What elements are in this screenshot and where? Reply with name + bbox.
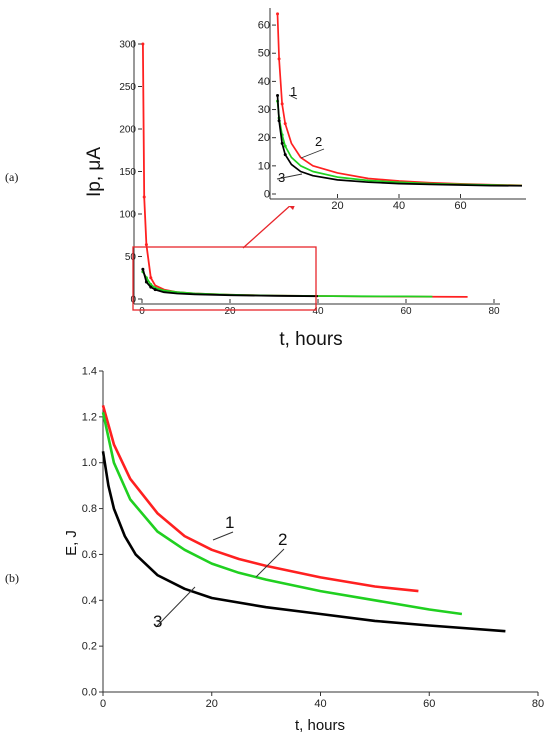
panel-a-label: (a) xyxy=(5,170,18,184)
panel-a-series-3-line xyxy=(142,269,319,298)
panel-b-leader-3 xyxy=(155,586,196,628)
inset-curve-label-3: 3 xyxy=(278,170,285,185)
panel-b-xtick-label: 80 xyxy=(532,698,544,710)
inset-series-3-point xyxy=(283,153,287,157)
panel-a-series-1-point xyxy=(142,195,146,199)
panel-b-xtick-label: 20 xyxy=(206,698,218,710)
panel-b-ytick-label: 0.0 xyxy=(82,687,97,699)
panel-b: (b) 0.00.20.40.60.81.01.21.40 20 40 60 80 1 … xyxy=(5,366,544,735)
inset-leader-1 xyxy=(288,94,298,100)
inset-series-1-point xyxy=(280,102,284,106)
inset-xtick-label: 40 xyxy=(393,200,405,212)
panel-a-ytick-label: 100 xyxy=(119,210,136,221)
panel-b-ticks: 0.0 0.2 0.4 0.6 0.8 1.0 1.2 1.4 0 20 40 60 80 xyxy=(82,366,544,711)
inset-curve-label-2: 2 xyxy=(315,134,322,149)
panel-b-ytick-label: 0.6 xyxy=(82,549,97,561)
inset-series-1-point xyxy=(283,122,287,126)
panel-b-series xyxy=(101,405,506,633)
inset-series-3-point xyxy=(277,119,281,123)
panel-b-label: (b) xyxy=(5,571,19,585)
inset-ytick-label: 40 xyxy=(258,76,270,88)
panel-b-ytick-label: 0.8 xyxy=(82,503,97,515)
panel-b-xtick-label: 0 xyxy=(100,698,106,710)
inset-series-3-point xyxy=(276,93,280,97)
inset-ytick-label: 10 xyxy=(258,160,270,172)
inset-ytick-label: 50 xyxy=(258,48,270,60)
panel-b-xtick-label: 60 xyxy=(423,698,435,710)
panel-b-ytick-label: 0.4 xyxy=(82,595,97,607)
zoom-arrow xyxy=(242,203,293,249)
panel-a-series-1-point xyxy=(141,42,145,46)
panel-a-series-3-point xyxy=(144,280,148,284)
inset-series-2-point xyxy=(283,144,287,148)
panel-a-xtick-label: 80 xyxy=(488,306,500,317)
panel-b-ytick-label: 1.4 xyxy=(82,366,97,378)
panel-a-xtick-label: 40 xyxy=(312,306,324,317)
panel-a-xtick-label: 60 xyxy=(400,306,412,317)
panel-a-series xyxy=(141,42,468,298)
inset-leader-2 xyxy=(300,148,325,159)
zoom-box xyxy=(132,246,317,311)
panel-b-series-1-line xyxy=(101,405,419,593)
panel-a-xlabel: t, hours xyxy=(279,329,342,350)
panel-a-inset: 0 10 20 30 40 50 60 20 40 60 1 2 3 xyxy=(258,6,528,212)
panel-b-curve-label-2: 2 xyxy=(278,530,287,549)
inset-xtick-label: 60 xyxy=(454,200,466,212)
panel-b-xtick-label: 40 xyxy=(314,698,326,710)
inset-curve-label-1: 1 xyxy=(290,84,297,99)
panel-b-leader-1 xyxy=(212,531,234,541)
panel-a-ytick-label: 150 xyxy=(119,167,136,178)
inset-ytick-label: 0 xyxy=(264,189,270,201)
panel-a-ytick-label: 50 xyxy=(125,252,137,263)
inset-ytick-label: 30 xyxy=(258,104,270,116)
panel-a-series-3-point xyxy=(149,285,153,289)
panel-a-ytick-label: 250 xyxy=(119,82,136,93)
inset-series-1-point xyxy=(277,57,281,61)
panel-a-ylabel: Ip, μA xyxy=(84,147,105,197)
inset-series-1-point xyxy=(276,12,280,16)
panel-a-ytick-label: 300 xyxy=(119,40,136,51)
inset-series-3-point xyxy=(280,141,284,145)
inset-ytick-label: 20 xyxy=(258,132,270,144)
panel-b-ytick-label: 1.0 xyxy=(82,457,97,469)
panel-b-ylabel: E, J xyxy=(63,530,80,556)
panel-a-series-1-point xyxy=(149,276,153,280)
inset-background xyxy=(268,6,528,206)
panel-b-ytick-label: 1.2 xyxy=(82,411,97,423)
panel-b-series-2-line xyxy=(101,412,463,616)
inset-series-3-line xyxy=(276,95,523,187)
panel-b-series-3-line xyxy=(101,451,506,633)
panel-a-ytick-label: 200 xyxy=(119,125,136,136)
panel-b-curve-label-1: 1 xyxy=(225,513,234,532)
inset-series xyxy=(276,12,523,187)
panel-a-series-1-point xyxy=(144,243,148,247)
panel-b-xlabel: t, hours xyxy=(295,717,345,734)
inset-xtick-label: 20 xyxy=(331,200,343,212)
inset-ytick-label: 60 xyxy=(258,20,270,32)
panel-b-leader-2 xyxy=(255,548,285,578)
panel-a-xtick-label: 0 xyxy=(139,306,145,317)
panel-b-ytick-label: 0.2 xyxy=(82,641,97,653)
panel-a-series-3-point xyxy=(141,267,145,271)
panel-a-series-3-point xyxy=(153,288,157,292)
inset-leader-3 xyxy=(276,173,303,180)
inset-ticks: 0 10 20 30 40 50 60 20 40 60 xyxy=(258,20,467,212)
panel-a-xtick-label: 20 xyxy=(224,306,236,317)
panel-b-curve-label-3: 3 xyxy=(153,612,162,631)
panel-a-series-2-line xyxy=(142,271,433,298)
